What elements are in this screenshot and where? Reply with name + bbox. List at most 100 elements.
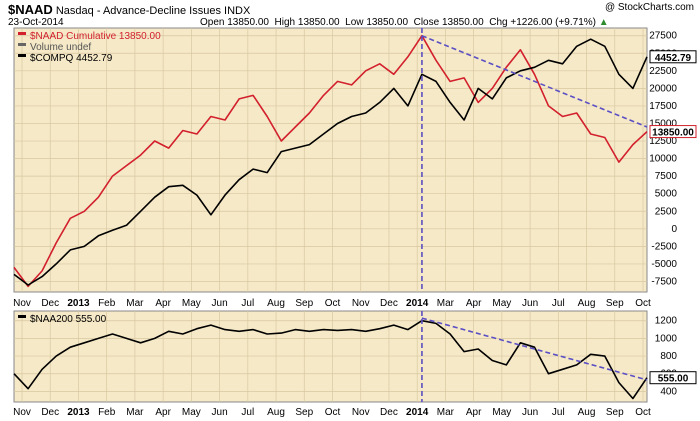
y-tick-label: -5000 bbox=[651, 259, 677, 270]
x-tick-label: Sep bbox=[606, 298, 624, 309]
last-value-tag bbox=[649, 371, 697, 385]
header-date: 23-Oct-2014 bbox=[8, 17, 64, 28]
y-tick-label: 400 bbox=[660, 386, 677, 397]
chg-label: Chg bbox=[489, 17, 508, 28]
chg-value: +1226.00 (+9.71%) bbox=[510, 17, 596, 28]
y-tick-label: -7500 bbox=[651, 276, 677, 287]
x-tick-label: 2014 bbox=[406, 298, 429, 309]
x-tick-label: Aug bbox=[578, 407, 596, 418]
low-value: 13850.00 bbox=[366, 17, 409, 28]
x-tick-label: Jun bbox=[522, 298, 538, 309]
y-tick-label: -2500 bbox=[651, 241, 677, 252]
x-tick-label: Feb bbox=[98, 407, 116, 418]
x-tick-label: Aug bbox=[267, 407, 285, 418]
last-value-label: 4452.79 bbox=[655, 53, 692, 64]
x-tick-label: Jun bbox=[522, 407, 538, 418]
x-tick-label: Oct bbox=[325, 407, 341, 418]
x-tick-label: Sep bbox=[295, 407, 313, 418]
symbol: $NAAD bbox=[8, 2, 53, 17]
trendline bbox=[421, 317, 648, 381]
last-value-label: 13850.00 bbox=[652, 128, 694, 139]
legend-entry: $NAA200 555.00 bbox=[30, 314, 107, 325]
y-tick-label: 2500 bbox=[655, 206, 678, 217]
legend-swatch bbox=[18, 315, 26, 318]
y-tick-label: 10000 bbox=[649, 154, 677, 165]
legend-entry: Volume undef bbox=[30, 42, 91, 53]
x-tick-label: 2014 bbox=[406, 407, 429, 418]
x-tick-label: Nov bbox=[13, 407, 31, 418]
panel-background bbox=[13, 310, 648, 403]
legend-swatch bbox=[18, 54, 26, 57]
ohlc-row: Open 13850.00 High 13850.00 Low 13850.00… bbox=[200, 17, 609, 28]
x-tick-label: Feb bbox=[98, 298, 116, 309]
x-tick-label: Sep bbox=[295, 298, 313, 309]
x-tick-label: Apr bbox=[466, 298, 482, 309]
x-tick-label: Mar bbox=[126, 298, 144, 309]
x-tick-label: Nov bbox=[352, 407, 370, 418]
x-tick-label: Jul bbox=[552, 407, 565, 418]
last-value-label: 555.00 bbox=[658, 374, 689, 385]
y-tick-label: 15000 bbox=[649, 118, 677, 129]
y-tick-label: 12500 bbox=[649, 136, 677, 147]
x-tick-label: May bbox=[182, 298, 201, 309]
x-tick-label: Nov bbox=[352, 298, 370, 309]
x-tick-label: Oct bbox=[635, 407, 651, 418]
last-value-tag bbox=[649, 125, 697, 139]
header-title: $NAAD Nasdaq - Advance-Decline Issues IN… bbox=[8, 2, 250, 17]
x-tick-label: Apr bbox=[155, 298, 171, 309]
x-tick-label: Mar bbox=[126, 407, 144, 418]
y-tick-label: 0 bbox=[671, 224, 677, 235]
x-tick-label: Jun bbox=[212, 407, 228, 418]
open-label: Open bbox=[200, 17, 225, 28]
y-tick-label: 20000 bbox=[649, 83, 677, 94]
x-tick-label: Apr bbox=[466, 407, 482, 418]
high-value: 13850.00 bbox=[297, 17, 340, 28]
close-value: 13850.00 bbox=[441, 17, 484, 28]
y-tick-label: 800 bbox=[660, 351, 677, 362]
y-tick-label: 27500 bbox=[649, 31, 677, 42]
y-tick-label: 7500 bbox=[655, 171, 678, 182]
low-label: Low bbox=[345, 17, 364, 28]
legend-entry: $COMPQ 4452.79 bbox=[30, 53, 113, 64]
legend-swatch bbox=[18, 32, 26, 35]
x-tick-label: May bbox=[492, 407, 511, 418]
x-tick-label: Aug bbox=[267, 298, 285, 309]
last-value-tag bbox=[649, 50, 697, 64]
y-tick-label: 5000 bbox=[655, 189, 678, 200]
x-tick-label: Jul bbox=[241, 298, 254, 309]
x-tick-label: Jun bbox=[212, 298, 228, 309]
watermark: @ StockCharts.com bbox=[604, 2, 694, 13]
series--naad-cumulative bbox=[13, 34, 648, 288]
x-tick-label: Dec bbox=[380, 298, 398, 309]
x-tick-label: Aug bbox=[578, 298, 596, 309]
x-tick-label: May bbox=[492, 298, 511, 309]
x-tick-label: Nov bbox=[13, 298, 31, 309]
x-tick-label: Mar bbox=[437, 298, 455, 309]
y-tick-label: 17500 bbox=[649, 101, 677, 112]
y-tick-label: 22500 bbox=[649, 66, 677, 77]
y-tick-label: 1200 bbox=[655, 316, 678, 327]
exchange: INDX bbox=[224, 5, 251, 17]
y-tick-label: 1000 bbox=[655, 333, 678, 344]
panel-background bbox=[13, 27, 648, 293]
x-tick-label: 2013 bbox=[67, 298, 90, 309]
x-tick-label: Oct bbox=[635, 298, 651, 309]
x-tick-label: Dec bbox=[41, 407, 59, 418]
x-tick-label: Jul bbox=[241, 407, 254, 418]
x-tick-label: Dec bbox=[41, 298, 59, 309]
trendline bbox=[421, 34, 648, 128]
symbol-description: Nasdaq - Advance-Decline Issues bbox=[55, 5, 221, 17]
x-tick-label: Apr bbox=[155, 407, 171, 418]
series--naa200 bbox=[13, 319, 648, 400]
x-tick-label: 2013 bbox=[67, 407, 90, 418]
legend-swatch bbox=[18, 43, 26, 46]
x-tick-label: Jul bbox=[552, 298, 565, 309]
main-price-panel: -7500 -5000 -2500 0 2500 5000 7500 10000 12500 15… bbox=[13, 27, 697, 309]
naa200-panel: 40060080010001200NovDec2013FebMarAprMayJ… bbox=[13, 310, 697, 418]
x-tick-label: May bbox=[182, 407, 201, 418]
legend-entry: $NAAD Cumulative 13850.00 bbox=[30, 31, 161, 42]
open-value: 13850.00 bbox=[227, 17, 269, 28]
x-tick-label: Mar bbox=[437, 407, 455, 418]
high-label: High bbox=[274, 17, 296, 28]
